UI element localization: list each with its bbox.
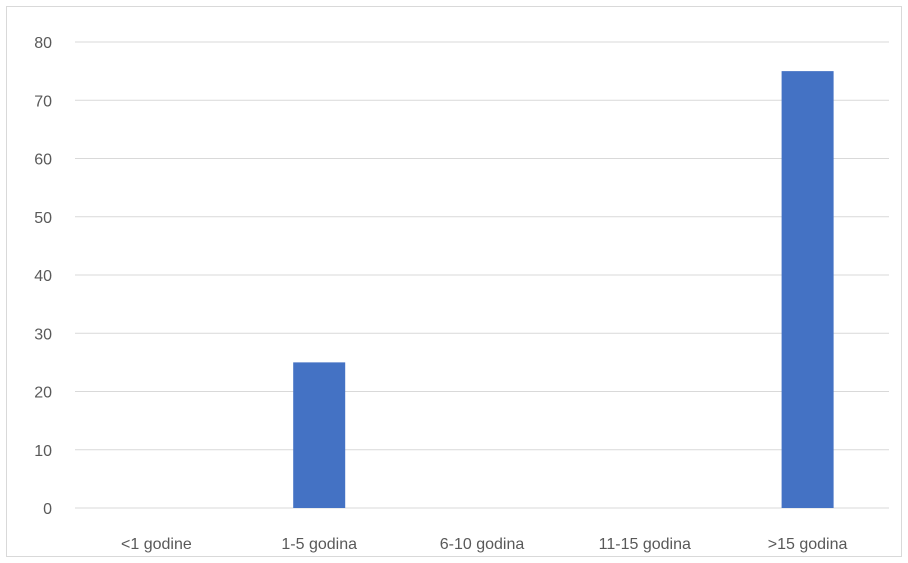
chart-frame: [6, 6, 902, 557]
y-tick-label: 70: [34, 93, 52, 110]
bar: [293, 362, 346, 508]
x-tick-label: 11-15 godina: [599, 536, 691, 553]
y-tick-label: 0: [43, 501, 52, 518]
y-tick-label: 60: [34, 152, 52, 169]
x-tick-label: 6-10 godina: [440, 536, 525, 553]
x-tick-label: <1 godine: [121, 536, 192, 553]
y-tick-label: 20: [34, 385, 52, 402]
x-tick-label: 1-5 godina: [281, 536, 357, 553]
y-tick-label: 50: [34, 210, 52, 227]
y-tick-label: 10: [34, 443, 52, 460]
y-tick-label: 80: [34, 35, 52, 52]
x-tick-label: >15 godina: [768, 536, 848, 553]
y-tick-label: 30: [34, 326, 52, 343]
y-tick-label: 40: [34, 268, 52, 285]
bar: [781, 71, 834, 508]
